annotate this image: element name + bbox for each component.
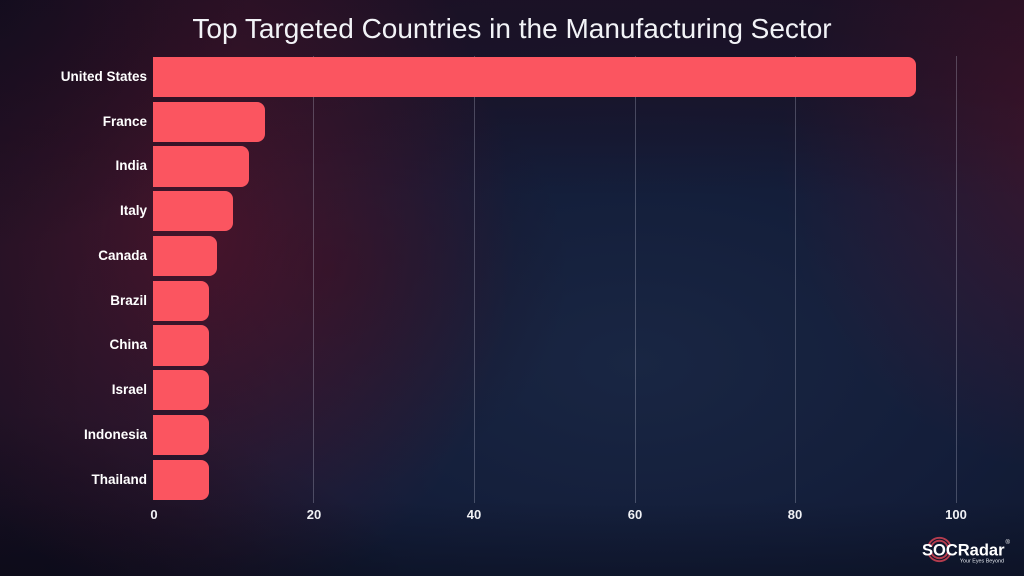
svg-text:®: ®: [1006, 539, 1011, 546]
svg-text:Your Eyes Beyond: Your Eyes Beyond: [960, 559, 1004, 565]
svg-text:SOCRadar: SOCRadar: [922, 542, 1005, 560]
